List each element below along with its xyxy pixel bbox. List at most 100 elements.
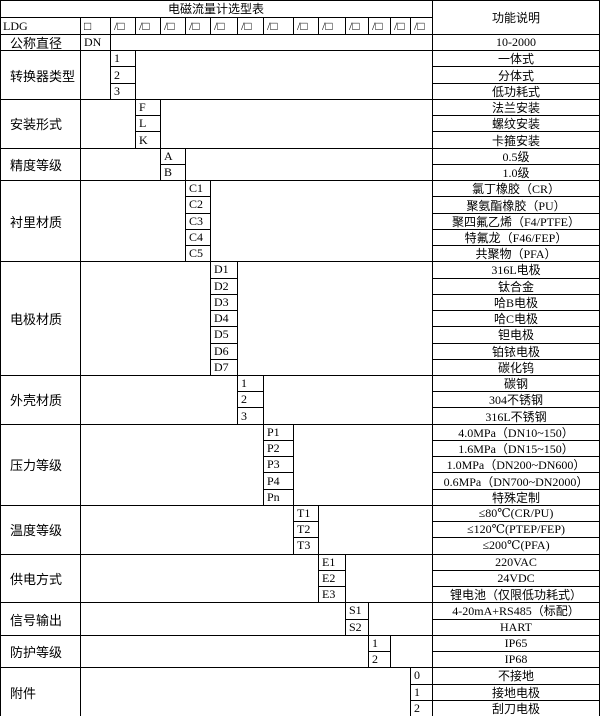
group-label: 电极材质 [1, 262, 81, 376]
group-label: 安装形式 [1, 99, 81, 149]
option-code: 2 [111, 67, 136, 84]
option-description: 0.6MPa（DN700~DN2000） [433, 473, 600, 490]
option-code: 3 [111, 83, 136, 100]
option-code: 2 [369, 652, 391, 669]
blank [81, 603, 346, 636]
blank [81, 51, 111, 100]
group-label: 供电方式 [1, 554, 81, 604]
option-code: E3 [319, 587, 346, 604]
option-code: 1 [111, 51, 136, 68]
blank [81, 554, 319, 604]
option-code: 1 [238, 376, 264, 393]
option-code: 3 [238, 408, 264, 425]
blank [81, 148, 161, 182]
option-code: 2 [411, 700, 433, 716]
code-slot: /□ [346, 18, 369, 35]
group-label: 防护等级 [1, 635, 81, 669]
option-description: 哈B电极 [433, 294, 600, 312]
option-code: S1 [346, 603, 369, 620]
option-code: P2 [264, 440, 294, 458]
blank [211, 181, 433, 263]
option-description: 304不锈钢 [433, 392, 600, 409]
group-label: 外壳材质 [1, 376, 81, 425]
blank [81, 262, 211, 376]
blank [81, 424, 264, 506]
option-description: 共聚物（PFA） [433, 246, 600, 263]
option-description: 0.5级 [433, 148, 600, 165]
option-code: D2 [211, 278, 238, 295]
code-slot: /□ [391, 18, 411, 35]
option-code: E2 [319, 570, 346, 588]
option-code: L [136, 116, 161, 133]
blank [161, 99, 433, 149]
option-description: 碳化钨 [433, 359, 600, 376]
code-slot: /□ [264, 18, 294, 35]
blank [81, 181, 186, 263]
group-label: 公称直径 [1, 35, 81, 52]
option-code: Pn [264, 489, 294, 506]
option-code: 0 [411, 668, 433, 685]
option-code: C2 [186, 197, 211, 214]
option-description: 316L不锈钢 [433, 408, 600, 425]
blank [369, 603, 433, 636]
option-code: S2 [346, 619, 369, 636]
option-description: 铂铱电极 [433, 343, 600, 360]
option-description: IP68 [433, 652, 600, 669]
description-header: 功能说明 [433, 1, 600, 35]
blank [81, 635, 369, 669]
option-description: ≤120℃(PTEP/FEP) [433, 522, 600, 539]
option-description: 哈C电极 [433, 311, 600, 328]
option-description: 接地电极 [433, 684, 600, 701]
group-label: 精度等级 [1, 148, 81, 182]
option-code: P4 [264, 473, 294, 490]
option-description: 分体式 [433, 67, 600, 84]
option-description: 1.6MPa（DN15~150） [433, 440, 600, 458]
option-description: 螺纹安装 [433, 116, 600, 133]
option-description: 10-2000 [433, 35, 600, 52]
group-label: 衬里材质 [1, 181, 81, 263]
option-description: 24VDC [433, 570, 600, 588]
option-description: 钛合金 [433, 278, 600, 295]
option-code: 1 [369, 635, 391, 653]
code-slot: /□ [186, 18, 211, 35]
blank [319, 505, 433, 555]
option-code: D7 [211, 359, 238, 376]
blank [391, 635, 433, 669]
option-description: HART [433, 619, 600, 636]
option-description: 1.0级 [433, 164, 600, 182]
blank [81, 99, 136, 149]
group-label: 温度等级 [1, 505, 81, 555]
group-label: 转换器类型 [1, 51, 81, 100]
option-code: C4 [186, 229, 211, 247]
code-slot: /□ [111, 18, 136, 35]
code-slot: /□ [369, 18, 391, 35]
option-code: D3 [211, 294, 238, 312]
option-code: C3 [186, 213, 211, 230]
group-label: 信号输出 [1, 603, 81, 636]
option-code: C1 [186, 181, 211, 198]
option-description: 4-20mA+RS485（标配） [433, 603, 600, 620]
option-code: T1 [294, 505, 319, 523]
option-description: 220VAC [433, 554, 600, 571]
option-code: C5 [186, 246, 211, 263]
option-description: 一体式 [433, 51, 600, 68]
option-description: 碳钢 [433, 376, 600, 393]
option-code: K [136, 132, 161, 149]
table-title: 电磁流量计选型表 [1, 1, 433, 18]
option-description: ≤80℃(CR/PU) [433, 505, 600, 523]
code-slot: /□ [136, 18, 161, 35]
code-slot: /□ [319, 18, 346, 35]
option-description: 氯丁橡胶（CR） [433, 181, 600, 198]
option-description: IP65 [433, 635, 600, 653]
blank [81, 668, 411, 716]
option-code: 1 [411, 684, 433, 701]
option-description: 锂电池（仅限低功耗式） [433, 587, 600, 604]
blank [111, 35, 433, 52]
option-code: E1 [319, 554, 346, 571]
option-code: A [161, 148, 186, 165]
code-slot: /□ [211, 18, 238, 35]
option-code: F [136, 99, 161, 117]
blank [136, 51, 433, 100]
option-description: 刮刀电极 [433, 700, 600, 716]
